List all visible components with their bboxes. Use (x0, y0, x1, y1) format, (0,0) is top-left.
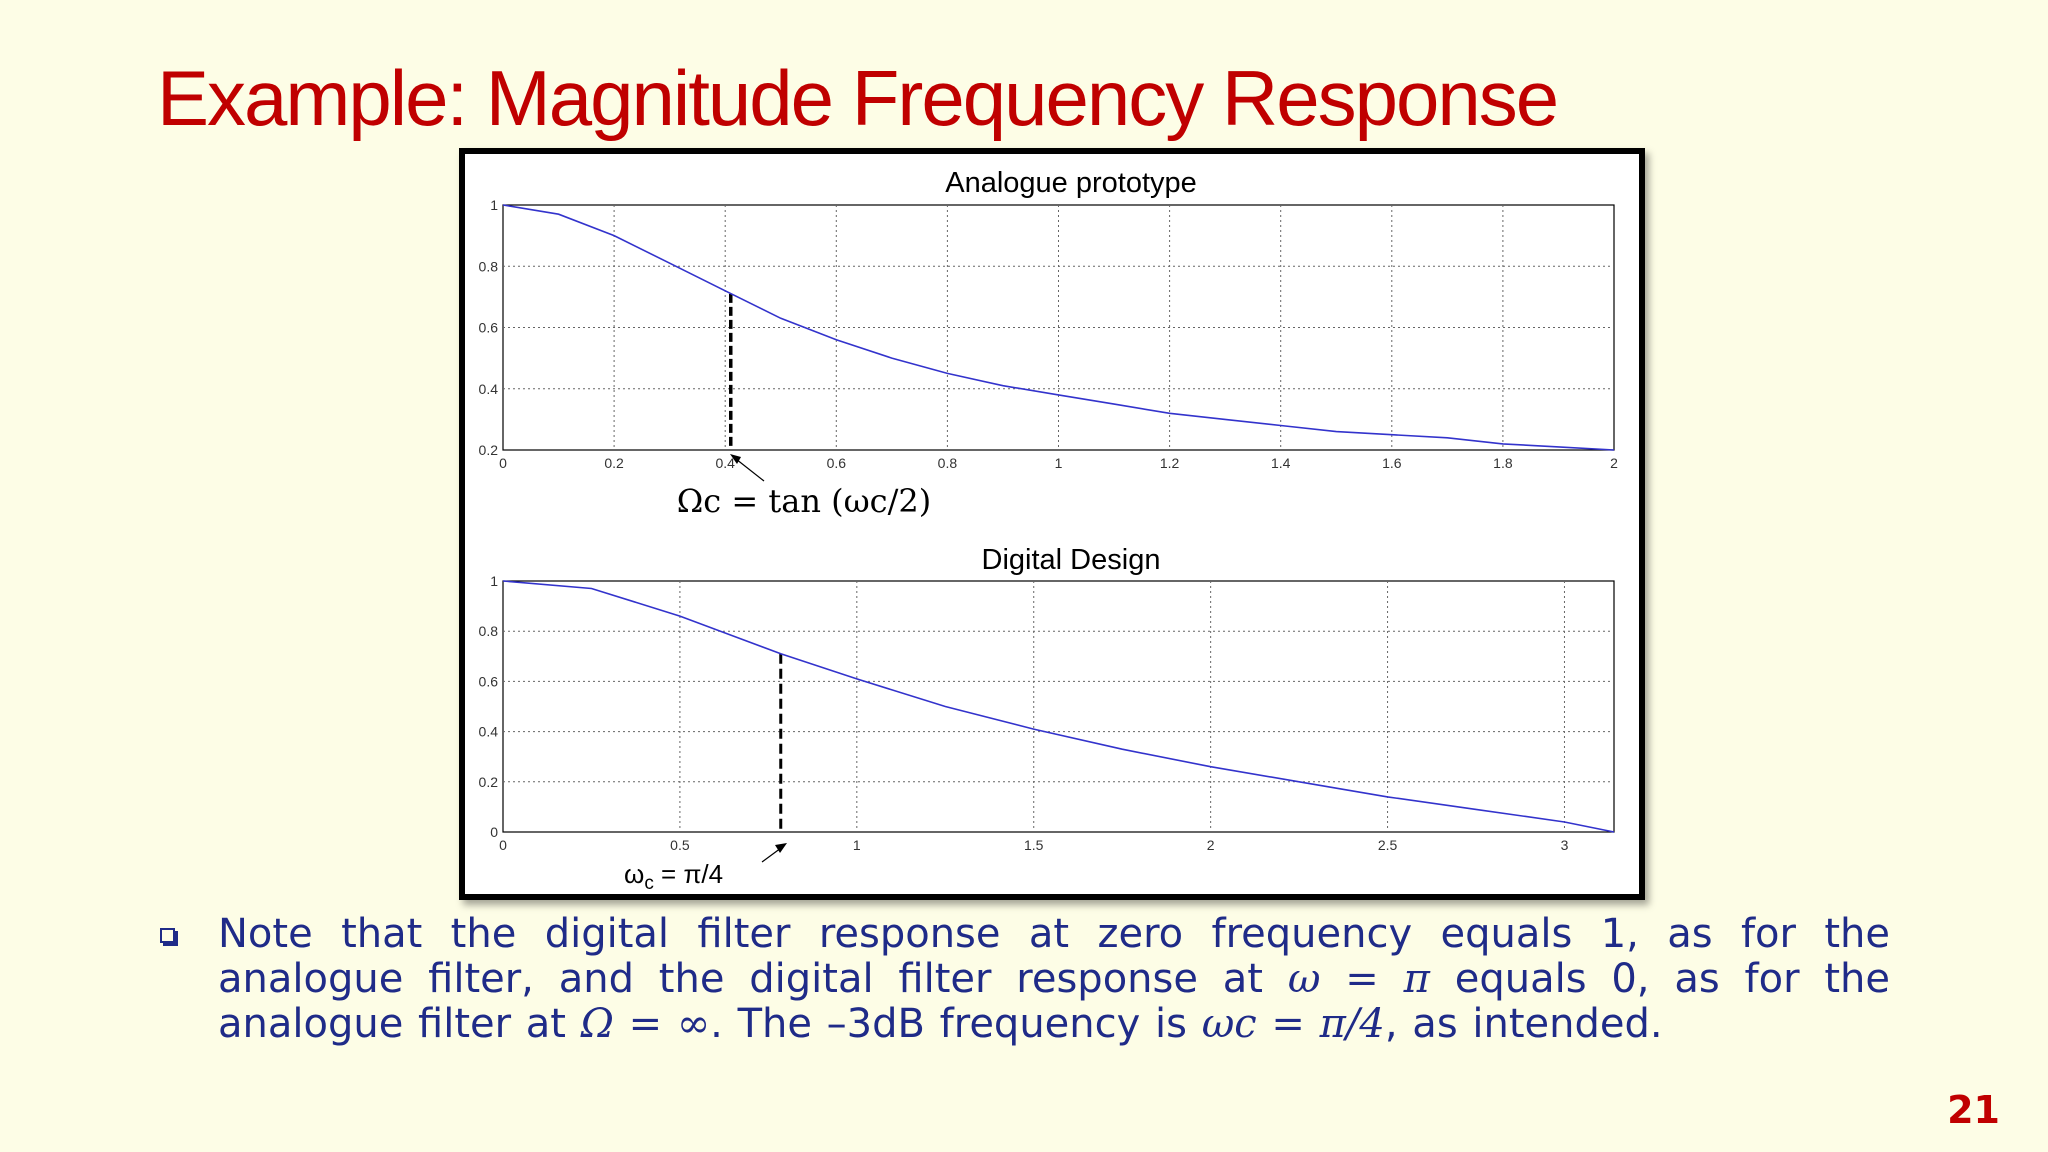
page-number: 21 (1947, 1088, 2000, 1132)
chart2-series-line (502, 580, 1615, 833)
x-tick-label: 1.6 (1382, 455, 1402, 471)
chart2-plot-area (502, 580, 1615, 833)
y-tick-label: 0.6 (479, 673, 499, 689)
chart2-gridlines (503, 581, 1614, 832)
y-tick-label: 0.8 (479, 258, 499, 274)
y-tick-label: 0.6 (479, 320, 499, 336)
x-tick-label: 0.2 (604, 455, 624, 471)
chart-digital: Digital Design 0 0.5 1 1.5 2 2.5 3 0 0.2 0.4 0.6 0.… (479, 544, 1615, 894)
x-tick-label: 0.8 (938, 455, 958, 471)
chart2-annotation-sub: c (644, 873, 654, 894)
chart-analogue: Analogue prototype 0 0.2 0.4 0.6 0.8 1 1.2 1.4 1… (479, 167, 1619, 520)
chart1-tick-labels: 0 0.2 0.4 0.6 0.8 1 1.2 1.4 1.6 1.8 20.20.40.60.81 (479, 197, 1619, 471)
chart1-series-line (502, 204, 1615, 451)
chart2-annotation: ωc = π/4 (624, 859, 723, 894)
square-bullet-icon (160, 928, 175, 943)
figure-frame: Analogue prototype 0 0.2 0.4 0.6 0.8 1 1.2 1.4 1… (459, 148, 1645, 900)
x-tick-label: 0 (499, 455, 507, 471)
note-math-cutoff: ωc = π/4 (1201, 1001, 1385, 1047)
chart2-title: Digital Design (982, 544, 1161, 576)
x-tick-label: 1.4 (1271, 455, 1291, 471)
slide-title: Example: Magnitude Frequency Response (157, 54, 1559, 142)
x-tick-label: 2.5 (1378, 837, 1398, 853)
note-text: Note that the digital filter response at… (218, 912, 1890, 1047)
x-tick-label: 0.6 (827, 455, 847, 471)
chart1-title: Analogue prototype (945, 167, 1197, 199)
chart2-tick-labels: 0 0.5 1 1.5 2 2.5 3 0 0.2 0.4 0.6 0.8 1 (479, 573, 1569, 853)
y-tick-label: 0 (490, 824, 498, 840)
chart2-annotation-rest: = π/4 (654, 859, 723, 889)
chart1-gridlines (503, 205, 1614, 450)
chart1-arrowhead (730, 454, 741, 464)
x-tick-label: 2 (1610, 455, 1618, 471)
chart1-annotation: Ωc = tan (ωc/2) (677, 482, 931, 520)
note-text-2: equals 0, as for the analogue filter at (218, 956, 1890, 1047)
y-tick-label: 1 (490, 573, 498, 589)
x-tick-label: 0.5 (670, 837, 690, 853)
chart2-axes: 0 0.5 1 1.5 2 2.5 3 0 0.2 0.4 0.6 0.8 1 (479, 573, 1615, 863)
note-text-1: Note that the digital filter response at… (218, 911, 1890, 1002)
y-tick-label: 0.4 (479, 724, 499, 740)
y-tick-label: 0.8 (479, 623, 499, 639)
y-tick-label: 0.4 (479, 381, 499, 397)
y-tick-label: 1 (490, 197, 498, 213)
chart1-annotation-arrow (735, 458, 765, 482)
chart2-annotation-omega: ω (624, 859, 644, 889)
x-tick-label: 1.8 (1493, 455, 1513, 471)
y-tick-label: 0.2 (479, 774, 499, 790)
note-text-4: , as intended. (1384, 1001, 1663, 1047)
y-tick-label: 0.2 (479, 442, 499, 458)
x-tick-label: 2 (1207, 837, 1215, 853)
x-tick-label: 1.5 (1024, 837, 1044, 853)
x-tick-label: 1.2 (1160, 455, 1180, 471)
note-math-omega-inf: Ω = ∞ (580, 1001, 711, 1047)
x-tick-label: 1 (853, 837, 861, 853)
x-tick-label: 0 (499, 837, 507, 853)
x-tick-label: 3 (1561, 837, 1569, 853)
note-math-omega-pi: ω = π (1287, 956, 1430, 1002)
note-paragraph: Note that the digital filter response at… (160, 912, 1890, 1047)
x-tick-label: 1 (1055, 455, 1063, 471)
chart2-arrowhead (775, 843, 787, 853)
figure-svg: Analogue prototype 0 0.2 0.4 0.6 0.8 1 1.2 1.4 1… (479, 167, 1619, 894)
chart1-axes: 0 0.2 0.4 0.6 0.8 1 1.2 1.4 1.6 1.8 20.20.40.60.81 (479, 197, 1619, 482)
x-tick-label: 0.4 (715, 455, 735, 471)
note-text-3: . The –3dB frequency is (710, 1001, 1202, 1047)
chart2-annotation-arrow (761, 847, 782, 863)
